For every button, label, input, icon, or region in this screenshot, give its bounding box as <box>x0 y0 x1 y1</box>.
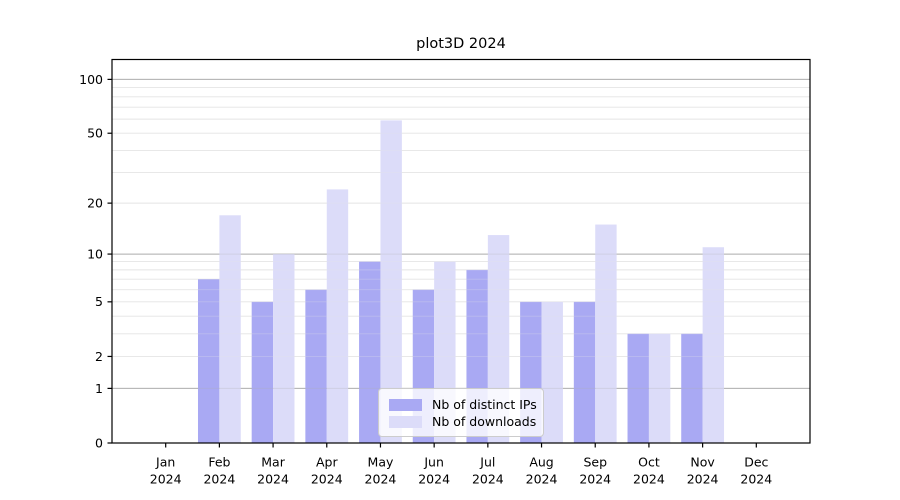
x-tick-label: Mar 2024 <box>257 455 289 487</box>
bar-downloads-4 <box>380 120 402 444</box>
bar-distinct-ips-8 <box>573 301 596 443</box>
x-tick-label: Jan 2024 <box>150 455 182 487</box>
bar-downloads-8 <box>595 224 617 443</box>
bar-downloads-2 <box>273 254 295 443</box>
y-tick-label: 50 <box>87 126 103 141</box>
bar-downloads-3 <box>326 189 349 443</box>
bar-downloads-1 <box>219 215 241 443</box>
bar-distinct-ips-2 <box>251 301 274 443</box>
y-tick-label: 5 <box>95 294 103 309</box>
x-tick-label: Feb 2024 <box>203 455 235 487</box>
legend-label-downloads: Nb of downloads <box>432 414 537 429</box>
x-tick-label: May 2024 <box>365 455 397 487</box>
legend-label-distinct-ips: Nb of distinct IPs <box>432 397 537 412</box>
x-tick-label: Jun 2024 <box>418 455 450 487</box>
x-tick-label: Apr 2024 <box>311 455 343 487</box>
bar-distinct-ips-10 <box>681 333 703 443</box>
bar-downloads-10 <box>702 247 725 443</box>
plot-frame <box>111 58 811 444</box>
legend-item-distinct-ips: Nb of distinct IPs <box>389 396 537 413</box>
legend-swatch-downloads <box>389 415 422 428</box>
chart-title: plot3D 2024 <box>416 36 506 52</box>
x-tick-label: Jul 2024 <box>472 455 504 487</box>
y-tick-label: 10 <box>87 246 103 261</box>
legend-item-downloads: Nb of downloads <box>389 413 537 430</box>
legend: Nb of distinct IPs Nb of downloads <box>378 388 544 437</box>
bar-distinct-ips-1 <box>197 279 220 443</box>
y-tick-label: 1 <box>95 381 103 396</box>
bar-distinct-ips-4 <box>359 261 381 443</box>
y-tick-label: 100 <box>79 72 103 87</box>
x-tick-label: Sep 2024 <box>579 455 611 487</box>
x-tick-label: Oct 2024 <box>633 455 665 487</box>
bar-distinct-ips-9 <box>627 333 649 443</box>
x-tick-label: Dec 2024 <box>740 455 772 487</box>
x-tick-label: Nov 2024 <box>687 455 719 487</box>
y-tick-label: 20 <box>87 196 103 211</box>
bar-downloads-9 <box>648 333 671 443</box>
y-tick-label: 2 <box>95 349 103 364</box>
legend-swatch-distinct-ips <box>389 398 422 411</box>
y-tick-label: 0 <box>95 435 103 450</box>
x-tick-label: Aug 2024 <box>526 455 558 487</box>
bar-downloads-7 <box>541 301 563 443</box>
bar-distinct-ips-3 <box>305 289 327 443</box>
